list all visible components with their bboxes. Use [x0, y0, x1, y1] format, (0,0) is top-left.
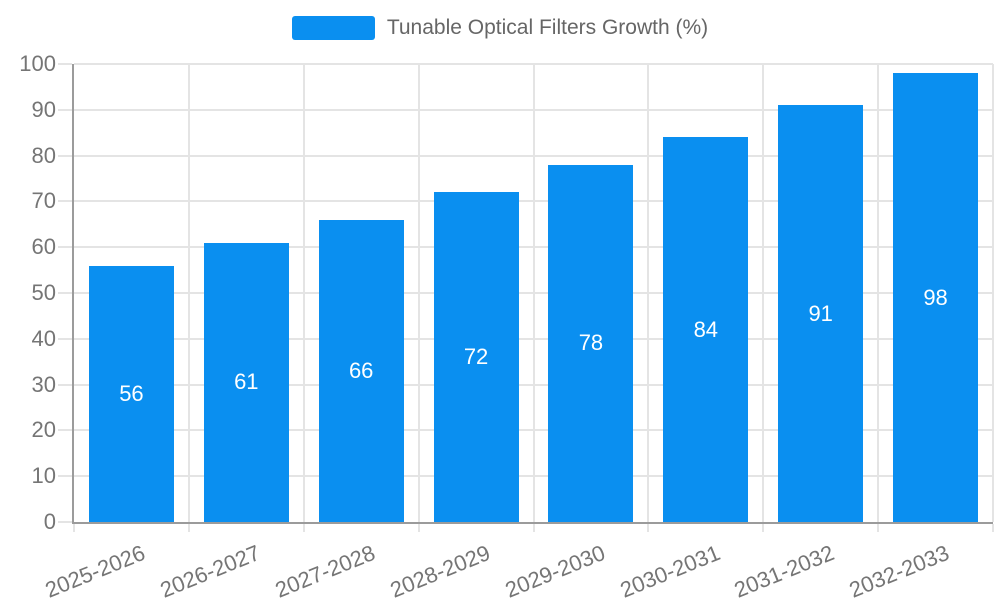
bar-value-label: 56: [119, 380, 144, 406]
bar[interactable]: 66: [318, 219, 404, 522]
vertical-gridline: [762, 64, 765, 522]
x-tick-label: 2031-2032: [731, 540, 839, 600]
y-tick-label: 80: [31, 142, 56, 168]
y-axis-tick: [58, 475, 72, 478]
x-tick-label: 2030-2031: [616, 540, 724, 600]
x-axis-tick: [302, 524, 305, 532]
vertical-gridline: [417, 64, 420, 522]
legend-swatch-icon: [291, 16, 375, 40]
bar[interactable]: 91: [778, 105, 864, 522]
vertical-gridline: [532, 64, 535, 522]
bar[interactable]: 84: [663, 137, 749, 522]
bar-value-label: 66: [348, 357, 374, 383]
y-axis-tick: [58, 108, 72, 111]
vertical-gridline: [877, 64, 880, 522]
bar-value-label: 91: [808, 300, 833, 326]
y-tick-label: 20: [31, 417, 56, 443]
bar-value-label: 72: [463, 344, 489, 370]
y-axis-line: [72, 64, 74, 524]
y-axis-tick: [58, 154, 72, 157]
y-axis-tick: [58, 429, 72, 432]
y-axis-tick: [58, 292, 72, 294]
x-axis-tick: [877, 524, 880, 532]
y-tick-label: 50: [31, 280, 56, 305]
y-tick-label: 30: [31, 371, 56, 397]
x-tick-label: 2026-2027: [156, 540, 264, 600]
x-tick-label: 2028-2029: [386, 540, 494, 600]
y-tick-label: 60: [31, 234, 56, 260]
bar[interactable]: 61: [203, 242, 289, 522]
bar-value-label: 98: [923, 284, 948, 310]
y-tick-label: 40: [31, 325, 56, 351]
x-axis-tick: [532, 524, 535, 532]
x-axis-tick: [417, 524, 420, 532]
plot-area: 0 10 20 30 40 50 60 70 80 90 100 56 2025-2026 61 2026-…: [19, 51, 994, 600]
y-axis-tick: [58, 246, 72, 249]
x-axis-tick: [762, 524, 765, 532]
legend-label: Tunable Optical Filters Growth (%): [386, 16, 709, 39]
x-tick-label: 2032-2033: [846, 540, 953, 600]
x-tick-label: 2029-2030: [501, 540, 609, 600]
x-axis-tick: [647, 524, 650, 532]
y-axis-tick: [58, 337, 72, 340]
y-axis-tick: [58, 383, 72, 386]
x-tick-label: 2025-2026: [41, 540, 149, 600]
x-tick-label: 2027-2028: [271, 540, 379, 600]
x-axis-tick: [992, 524, 994, 532]
chart-legend[interactable]: Tunable Optical Filters Growth (%): [0, 16, 1000, 40]
y-axis-tick: [58, 200, 72, 203]
y-tick-label: 90: [31, 96, 56, 122]
bar-value-label: 61: [234, 369, 259, 395]
bar[interactable]: 72: [433, 192, 519, 522]
bar[interactable]: 56: [88, 265, 174, 522]
y-axis-tick: [58, 521, 72, 523]
y-tick-label: 0: [43, 509, 56, 534]
y-tick-label: 70: [31, 188, 56, 214]
bar[interactable]: 78: [548, 164, 634, 522]
y-axis-tick: [58, 63, 72, 65]
bar-value-label: 78: [578, 330, 604, 356]
bar[interactable]: 98: [893, 73, 979, 522]
y-tick-label: 100: [19, 51, 56, 76]
vertical-gridline: [187, 64, 190, 522]
y-tick-label: 10: [31, 463, 56, 489]
x-axis-line: [72, 522, 993, 524]
x-axis-tick: [187, 524, 190, 532]
vertical-gridline: [647, 64, 650, 522]
vertical-gridline: [992, 64, 994, 522]
vertical-gridline: [302, 64, 305, 522]
x-axis-tick: [73, 524, 75, 532]
bar-value-label: 84: [693, 316, 719, 342]
